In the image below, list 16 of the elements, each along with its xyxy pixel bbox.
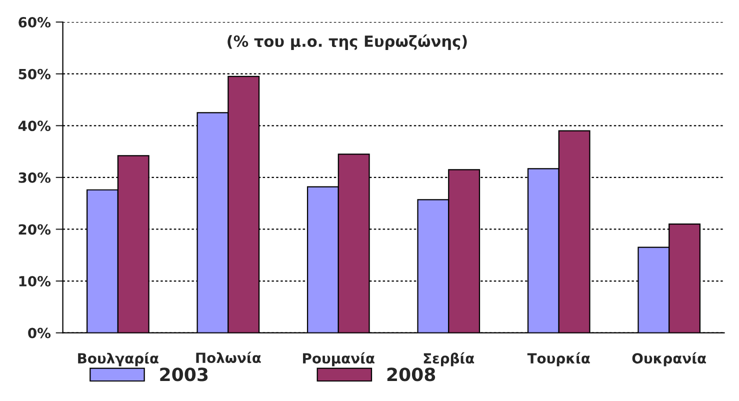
x-tick-label: Σερβία [424, 352, 474, 366]
y-tick-label: 50% [18, 68, 51, 80]
y-tick-label: 20% [18, 224, 51, 235]
legend-label: 2008 [387, 368, 436, 382]
y-tick-label: 0% [28, 328, 51, 338]
y-tick-label: 10% [19, 276, 51, 287]
legend-label: 2003 [160, 368, 208, 382]
x-tick-label: Τουρκία [527, 352, 590, 366]
x-tick-label: Βουλγαρία [78, 352, 158, 366]
x-tick-label: Ρουμανία [303, 352, 374, 366]
x-tick-label: Πολωνία [196, 352, 261, 364]
x-tick-label: Ουκρανία [632, 352, 706, 366]
y-tick-label: 40% [18, 120, 51, 132]
text: (% του μ.ο. της Ευρωζώνης) [228, 34, 467, 50]
y-tick-label: 60% [18, 17, 51, 28]
y-tick-label: 30% [18, 172, 51, 183]
